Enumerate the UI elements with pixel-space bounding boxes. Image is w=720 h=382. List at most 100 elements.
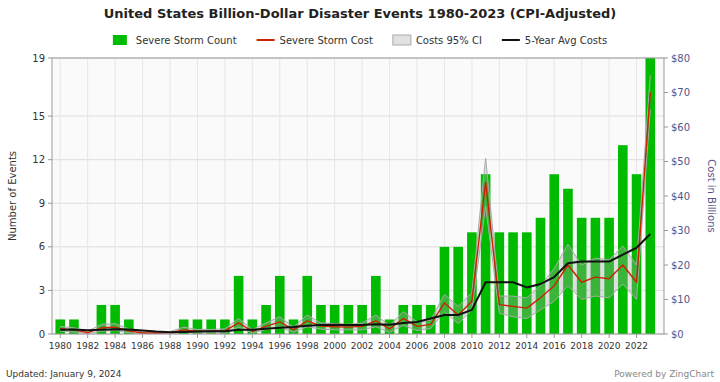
legend-swatch (502, 39, 520, 41)
x-tick (581, 334, 582, 338)
y2-tick (664, 265, 668, 266)
x-tick (170, 334, 171, 338)
x-tick-label: 1980 (49, 341, 72, 351)
legend-label: Costs 95% CI (416, 35, 482, 46)
y2-axis-label: Cost in Billions (706, 159, 717, 232)
x-tick-label: 2018 (570, 341, 593, 351)
x-tick (609, 334, 610, 338)
legend-label: Severe Storm Cost (280, 35, 373, 46)
x-tick-label: 2016 (543, 341, 566, 351)
x-tick (389, 334, 390, 338)
plot-frame (52, 58, 664, 334)
x-tick (197, 334, 198, 338)
y-tick (48, 58, 52, 59)
x-tick (334, 334, 335, 338)
grid-line-y (52, 116, 664, 117)
bar (536, 218, 546, 334)
x-tick (87, 334, 88, 338)
y2-tick (664, 58, 668, 59)
x-tick (224, 334, 225, 338)
band-series (60, 75, 650, 333)
x-tick-label: 2010 (460, 341, 483, 351)
legend-swatch (257, 39, 275, 41)
legend-swatch (393, 35, 411, 45)
y2-tick-label: $40 (671, 191, 690, 202)
y2-tick (664, 92, 668, 93)
y2-tick-label: $0 (671, 329, 684, 340)
x-tick (60, 334, 61, 338)
y2-tick (664, 299, 668, 300)
y2-tick (664, 196, 668, 197)
x-tick-label: 1982 (76, 341, 99, 351)
y-tick-label: 9 (39, 198, 45, 209)
x-tick-label: 1990 (186, 341, 209, 351)
y-tick (48, 246, 52, 247)
x-tick-label: 2020 (598, 341, 621, 351)
x-tick (471, 334, 472, 338)
y2-tick (664, 334, 668, 335)
x-tick (417, 334, 418, 338)
x-tick (554, 334, 555, 338)
grid-line-x (60, 58, 61, 334)
x-tick-label: 2000 (323, 341, 346, 351)
legend-label: Severe Storm Count (136, 35, 237, 46)
y-tick (48, 203, 52, 204)
x-tick-label: 2022 (625, 341, 648, 351)
legend-item: Severe Storm Count (113, 35, 237, 46)
grid-line-x (252, 58, 253, 334)
grid-line-y (52, 159, 664, 160)
title: United States Billion-Dollar Disaster Ev… (104, 6, 616, 21)
x-tick-label: 1984 (104, 341, 127, 351)
y-tick-label: 3 (39, 285, 45, 296)
grid (52, 58, 664, 334)
legend-label: 5-Year Avg Costs (525, 35, 607, 46)
x-tick (636, 334, 637, 338)
grid-line-x (417, 58, 418, 334)
y-tick (48, 334, 52, 335)
x-tick (499, 334, 500, 338)
y2-tick-label: $60 (671, 122, 690, 133)
x-tick (307, 334, 308, 338)
x-tick-label: 2014 (515, 341, 538, 351)
band-fill (60, 75, 650, 333)
grid-line-x (334, 58, 335, 334)
bar-series (55, 58, 655, 334)
plot-background (52, 58, 664, 334)
bar (618, 145, 628, 334)
y2-tick-label: $70 (671, 87, 690, 98)
y-tick (48, 290, 52, 291)
y-axis-label: Number of Events (7, 151, 18, 241)
x-tick-label: 2012 (488, 341, 511, 351)
x-tick-label: 1996 (268, 341, 291, 351)
line (60, 93, 650, 333)
y2-tick-label: $10 (671, 294, 690, 305)
footnote: Updated: January 9, 2024 (6, 369, 122, 379)
y2-tick-label: $30 (671, 225, 690, 236)
x-tick-label: 2002 (351, 341, 374, 351)
y-tick (48, 159, 52, 160)
x-tick (252, 334, 253, 338)
y-tick (48, 116, 52, 117)
grid-line-x (224, 58, 225, 334)
bar (549, 174, 559, 334)
x-tick (444, 334, 445, 338)
grid-line-x (170, 58, 171, 334)
band-lower (60, 110, 650, 334)
legend: Severe Storm Count Severe Storm Cost Costs… (113, 35, 607, 46)
y2-tick (664, 127, 668, 128)
x-tick (142, 334, 143, 338)
x-tick-label: 1986 (131, 341, 154, 351)
bar (440, 247, 450, 334)
grid-line-x (142, 58, 143, 334)
x-tick (115, 334, 116, 338)
y2-tick-label: $50 (671, 156, 690, 167)
y-tick-label: 6 (39, 241, 45, 252)
grid-line-x (362, 58, 363, 334)
y2-tick-label: $20 (671, 260, 690, 271)
line (60, 234, 650, 332)
x-tick-label: 2004 (378, 341, 401, 351)
x-tick-label: 1988 (159, 341, 182, 351)
legend-item: 5-Year Avg Costs (502, 35, 607, 46)
x-tick-label: 1998 (296, 341, 319, 351)
data-area (55, 58, 655, 334)
